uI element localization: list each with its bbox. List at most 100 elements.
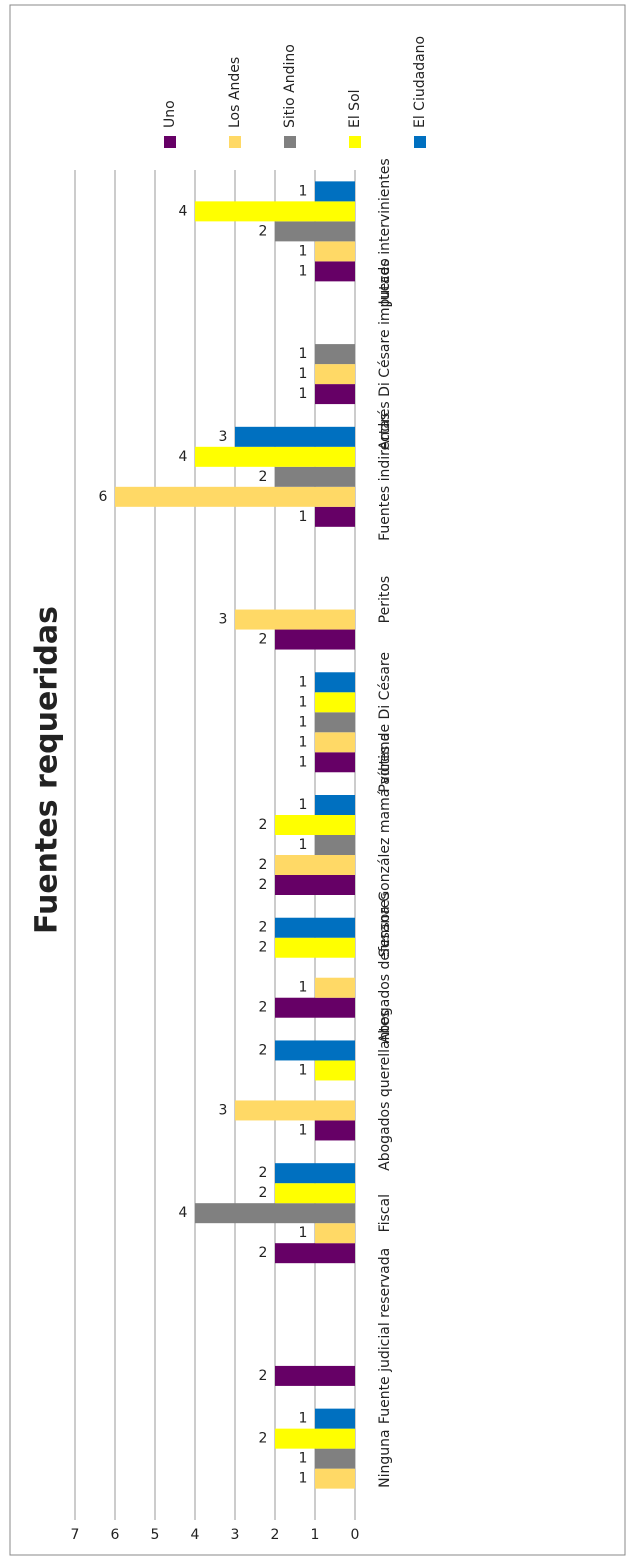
value-label: 1 bbox=[299, 754, 308, 770]
value-label: 1 bbox=[299, 509, 308, 525]
value-label: 2 bbox=[259, 1245, 268, 1261]
value-label: 1 bbox=[299, 1471, 308, 1487]
bar bbox=[275, 466, 355, 487]
value-label: 4 bbox=[179, 1205, 188, 1221]
legend-label: Uno bbox=[162, 100, 178, 128]
bar bbox=[235, 1100, 355, 1121]
value-label: 2 bbox=[259, 1185, 268, 1201]
bar bbox=[115, 486, 355, 507]
bar bbox=[315, 261, 355, 282]
bar bbox=[195, 1203, 355, 1224]
value-label: 4 bbox=[179, 449, 188, 465]
x-tick-label: Fiscal bbox=[377, 1194, 393, 1232]
value-label: 1 bbox=[299, 714, 308, 730]
x-tick-label: Fuentes indirectas bbox=[377, 413, 393, 541]
bar bbox=[315, 1468, 355, 1489]
legend-swatch bbox=[229, 136, 241, 148]
y-tick-label: 3 bbox=[231, 1527, 240, 1543]
value-label: 1 bbox=[299, 346, 308, 362]
bar bbox=[315, 712, 355, 733]
bar bbox=[275, 815, 355, 835]
x-tick-label: Fuente judicial reservada bbox=[377, 1248, 393, 1424]
y-tick-label: 6 bbox=[111, 1527, 120, 1543]
legend-label: Los Andes bbox=[227, 57, 243, 128]
x-tick-label: Jueces intervinientes bbox=[377, 158, 393, 305]
bar bbox=[315, 977, 355, 998]
value-label: 1 bbox=[299, 694, 308, 710]
value-label: 1 bbox=[299, 263, 308, 279]
bar bbox=[275, 875, 355, 895]
chart-title: Fuentes requeridas bbox=[30, 606, 65, 934]
value-label: 2 bbox=[259, 1368, 268, 1384]
value-label: 1 bbox=[299, 1062, 308, 1078]
y-tick-label: 5 bbox=[151, 1527, 160, 1543]
value-label: 2 bbox=[259, 1042, 268, 1058]
value-label: 1 bbox=[299, 243, 308, 259]
value-label: 3 bbox=[219, 429, 228, 445]
x-tick-label: Susana González mamá víctima bbox=[377, 733, 393, 957]
bar bbox=[275, 629, 355, 650]
bar bbox=[275, 1040, 355, 1061]
legend-label: El Sol bbox=[347, 89, 363, 128]
bar bbox=[315, 1448, 355, 1469]
value-label: 1 bbox=[299, 1411, 308, 1427]
value-label: 1 bbox=[299, 674, 308, 690]
bar bbox=[275, 1428, 355, 1449]
x-tick-label: Abogados defensores bbox=[377, 892, 393, 1043]
bar bbox=[315, 732, 355, 753]
bar bbox=[315, 1408, 355, 1429]
x-tick-label: Peritos bbox=[377, 576, 393, 624]
bar bbox=[235, 426, 355, 447]
value-label: 2 bbox=[259, 469, 268, 485]
legend-swatch bbox=[284, 136, 296, 148]
value-label: 2 bbox=[259, 920, 268, 936]
rotated-chart: Fuentes requeridas 0 1 2 3 4 5 6 7 Ninguna 1 1 2 1 Fu… bbox=[30, 36, 429, 1543]
bar bbox=[315, 241, 355, 262]
value-label: 1 bbox=[299, 797, 308, 813]
value-label: 2 bbox=[259, 940, 268, 956]
value-label: 2 bbox=[259, 223, 268, 239]
value-label: 3 bbox=[219, 612, 228, 628]
value-label: 2 bbox=[259, 817, 268, 833]
x-tick-label: Padres de Di Césare bbox=[377, 652, 393, 792]
legend-label: El Ciudadano bbox=[412, 36, 428, 128]
legend-label: Sitio Andino bbox=[282, 44, 298, 128]
value-label: 1 bbox=[299, 386, 308, 402]
bar bbox=[275, 997, 355, 1018]
bar bbox=[315, 364, 355, 385]
value-label: 2 bbox=[259, 632, 268, 648]
y-tick-label: 1 bbox=[311, 1527, 320, 1543]
bar bbox=[315, 752, 355, 773]
bar bbox=[315, 672, 355, 693]
x-tick-label: Ninguna bbox=[377, 1429, 393, 1487]
bar bbox=[315, 181, 355, 202]
value-label: 1 bbox=[299, 837, 308, 853]
bar bbox=[315, 506, 355, 527]
bar bbox=[275, 1183, 355, 1204]
bar bbox=[315, 692, 355, 713]
value-label: 2 bbox=[259, 857, 268, 873]
value-label: 4 bbox=[179, 203, 188, 219]
value-label: 2 bbox=[259, 877, 268, 893]
x-tick-label: Andrés Di Césare imputado bbox=[377, 258, 393, 450]
value-label: 1 bbox=[299, 1122, 308, 1138]
y-tick-label: 0 bbox=[351, 1527, 360, 1543]
value-label: 6 bbox=[99, 489, 108, 505]
bar bbox=[315, 344, 355, 365]
bar bbox=[275, 1163, 355, 1184]
bar bbox=[315, 1060, 355, 1081]
bar bbox=[315, 795, 355, 815]
y-tick-label: 4 bbox=[191, 1527, 200, 1543]
bar bbox=[275, 937, 355, 958]
legend-swatch bbox=[414, 136, 426, 148]
value-label: 3 bbox=[219, 1102, 228, 1118]
y-tick-label: 2 bbox=[271, 1527, 280, 1543]
x-tick-label: Abogados querellantes bbox=[377, 1010, 393, 1171]
bar bbox=[315, 835, 355, 855]
bar bbox=[195, 446, 355, 467]
bar bbox=[235, 609, 355, 630]
value-label: 1 bbox=[299, 980, 308, 996]
bar bbox=[275, 1365, 355, 1386]
bar bbox=[195, 201, 355, 222]
